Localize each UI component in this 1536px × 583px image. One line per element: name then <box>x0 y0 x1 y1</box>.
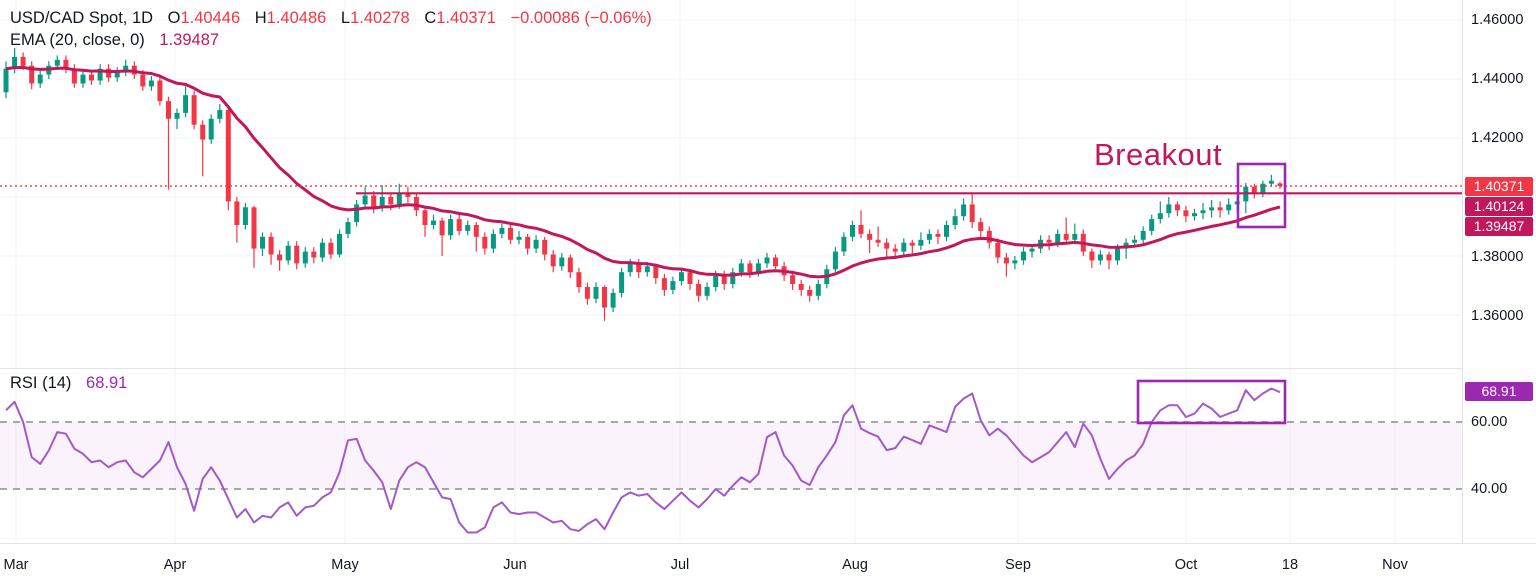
time-tick-aug: Aug <box>842 557 868 573</box>
close-value: 1.40371 <box>436 9 496 27</box>
ema-value: 1.39487 <box>159 31 220 49</box>
time-tick-18: 18 <box>1281 557 1299 573</box>
ray-price-badge: 1.40124 <box>1465 197 1533 216</box>
rsi-band <box>0 421 1462 490</box>
ema-price-badge: 1.39487 <box>1465 217 1533 236</box>
high-value: 1.40486 <box>266 9 327 27</box>
annotation-rectangles[interactable] <box>1136 162 1287 425</box>
last-price-badge: 1.40371 <box>1465 177 1533 196</box>
time-tick-may: May <box>331 557 359 573</box>
ema-label[interactable]: EMA (20, close, 0) <box>10 31 145 49</box>
ema-line <box>5 65 1281 279</box>
time-tick-mar: Mar <box>3 557 29 573</box>
price-tick-138: 1.38000 <box>1471 249 1524 265</box>
low-value: 1.40278 <box>350 9 410 27</box>
rsi-tick-40: 40.00 <box>1471 481 1508 497</box>
rsi-tick-60: 60.00 <box>1471 414 1508 430</box>
time-tick-oct: Oct <box>1174 557 1198 573</box>
price-tick-146: 1.46000 <box>1471 12 1524 28</box>
symbol-title[interactable]: USD/CAD Spot, 1D <box>10 9 154 27</box>
change-value: −0.00086 (−0.06%) <box>510 9 652 27</box>
time-tick-nov: Nov <box>1382 557 1408 573</box>
rsi-line <box>5 387 1281 534</box>
price-axis[interactable]: 1.46000 1.44000 1.42000 1.38000 1.36000 … <box>1462 0 1536 543</box>
time-axis[interactable]: Mar Apr May Jun Jul Aug Sep Oct 18 Nov <box>0 543 1536 583</box>
close-label: C <box>424 9 437 27</box>
high-label: H <box>254 9 267 27</box>
breakout-annotation-text[interactable]: Breakout <box>1094 137 1223 172</box>
rsi-value: 68.91 <box>86 374 128 392</box>
ema-legend-row: EMA (20, close, 0) 1.39487 <box>10 31 219 50</box>
grid-lines <box>0 0 1462 543</box>
time-tick-sep: Sep <box>1005 557 1031 573</box>
price-tick-136: 1.36000 <box>1471 308 1524 324</box>
price-tick-142: 1.42000 <box>1471 130 1524 146</box>
low-label: L <box>340 9 351 27</box>
rsi-value-badge: 68.91 <box>1465 382 1533 401</box>
time-tick-jul: Jul <box>670 557 690 573</box>
open-label: O <box>167 9 181 27</box>
symbol-legend-row: USD/CAD Spot, 1D O1.40446 H1.40486 L1.40… <box>10 9 652 28</box>
rsi-label[interactable]: RSI (14) <box>10 374 72 392</box>
open-value: 1.40446 <box>180 9 241 27</box>
price-tick-144: 1.44000 <box>1471 71 1524 87</box>
pane-resize-handle[interactable] <box>0 368 1536 369</box>
time-tick-apr: Apr <box>163 557 187 573</box>
price-lines[interactable] <box>0 185 1462 195</box>
time-tick-jun: Jun <box>503 557 527 573</box>
rsi-legend-row: RSI (14) 68.91 <box>10 374 127 393</box>
